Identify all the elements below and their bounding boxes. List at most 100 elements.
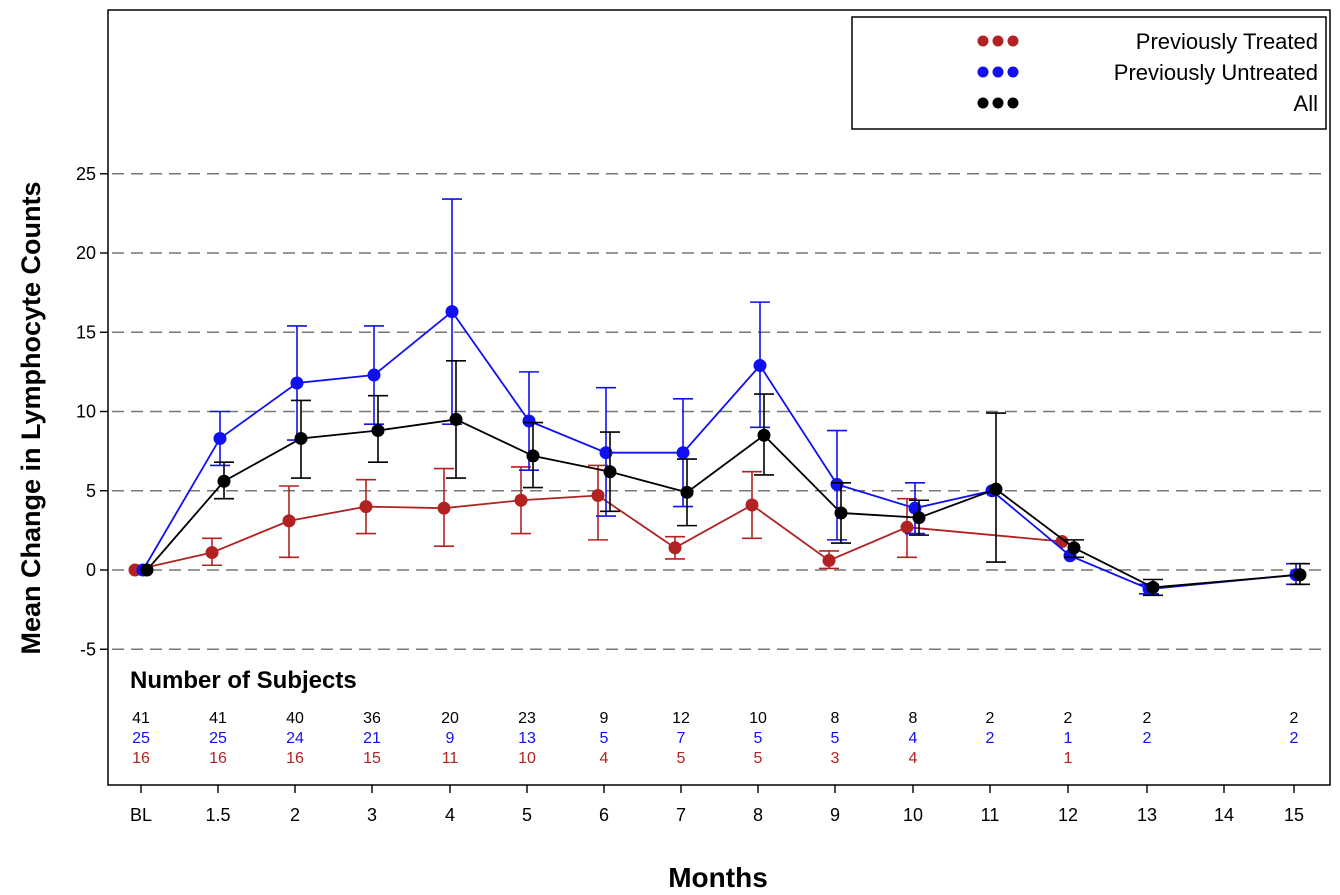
- data-point: [912, 511, 926, 525]
- x-tick-label: BL: [130, 805, 152, 825]
- legend-marker: [1007, 97, 1019, 109]
- data-point: [294, 431, 308, 445]
- y-tick-label: 20: [76, 243, 96, 263]
- subject-count: 2: [1290, 730, 1299, 747]
- x-axis-title: Months: [668, 862, 768, 893]
- legend-marker: [977, 35, 989, 47]
- series-all: [140, 359, 1310, 597]
- data-point: [526, 449, 540, 463]
- subject-count: 16: [286, 750, 304, 767]
- subject-count: 4: [909, 750, 918, 767]
- series-previously-treated: [128, 464, 1069, 577]
- data-point: [359, 500, 373, 514]
- subject-count: 2: [1143, 710, 1152, 727]
- series-previously-untreated: [136, 198, 1306, 596]
- subject-count: 1: [1064, 730, 1073, 747]
- legend: Previously Treated Previously Untreated Al…: [851, 16, 1327, 130]
- legend-marker: [977, 66, 989, 78]
- subject-count: 24: [286, 730, 304, 747]
- x-tick-label: 6: [599, 805, 609, 825]
- data-point: [205, 546, 219, 560]
- subject-count: 3: [831, 750, 840, 767]
- subject-count: 2: [1143, 730, 1152, 747]
- data-point: [1146, 580, 1160, 594]
- data-point: [514, 493, 528, 507]
- subject-count: 36: [363, 710, 381, 727]
- data-point: [834, 506, 848, 520]
- x-axis-ticks: BL 1.5 2 3 4 5 6 7 8 9 10 11 12 13 14 15: [130, 785, 1304, 825]
- subject-count: 4: [909, 730, 918, 747]
- subject-count: 2: [986, 710, 995, 727]
- subject-count: 16: [209, 750, 227, 767]
- x-tick-label: 14: [1214, 805, 1234, 825]
- x-tick-label: 2: [290, 805, 300, 825]
- data-point: [1055, 534, 1069, 548]
- x-tick-label: 12: [1058, 805, 1078, 825]
- y-tick-label: 15: [76, 322, 96, 342]
- gridlines: [112, 172, 1326, 651]
- data-point: [290, 376, 304, 390]
- x-tick-label: 15: [1284, 805, 1304, 825]
- y-tick-label: 10: [76, 402, 96, 422]
- subject-count: 2: [1290, 710, 1299, 727]
- x-tick-label: 11: [981, 805, 1000, 825]
- data-point: [676, 446, 690, 460]
- legend-marker: [992, 97, 1004, 109]
- data-point: [757, 428, 771, 442]
- x-tick-label: 13: [1137, 805, 1157, 825]
- data-point: [371, 424, 385, 438]
- data-point: [591, 489, 605, 503]
- data-point: [822, 553, 836, 567]
- subject-count: 21: [363, 730, 381, 747]
- series-line: [146, 418, 1301, 589]
- series-line: [142, 310, 1297, 590]
- legend-marker: [992, 35, 1004, 47]
- legend-label: Previously Untreated: [1114, 60, 1318, 85]
- subject-count: 41: [209, 710, 227, 727]
- data-point: [900, 520, 914, 534]
- data-point: [282, 514, 296, 528]
- subject-count: 8: [831, 710, 840, 727]
- x-tick-label: 5: [522, 805, 532, 825]
- subjects-title: Number of Subjects: [130, 667, 357, 694]
- data-point: [668, 541, 682, 555]
- subject-count: 5: [677, 750, 686, 767]
- subject-count: 12: [672, 710, 690, 727]
- subject-counts: Number of Subjects 41 41 40 36 20 23 9 12 10 8 8 2 2…: [130, 667, 1299, 767]
- data-point: [680, 485, 694, 499]
- legend-entries: Previously Treated Previously Untreated Al…: [977, 29, 1318, 116]
- subject-count: 10: [749, 710, 767, 727]
- subject-count: 5: [831, 730, 840, 747]
- x-tick-label: 8: [753, 805, 763, 825]
- y-tick-label: 5: [86, 481, 96, 501]
- data-point: [603, 465, 617, 479]
- legend-label: All: [1294, 91, 1318, 116]
- x-tick-label: 7: [676, 805, 686, 825]
- x-tick-label: 1.5: [205, 805, 230, 825]
- legend-marker: [977, 97, 989, 109]
- data-point: [140, 563, 154, 577]
- legend-box: [851, 16, 1327, 130]
- subject-count: 9: [600, 710, 609, 727]
- subject-count: 4: [600, 750, 609, 767]
- subject-count: 1: [1064, 750, 1073, 767]
- data-point: [449, 412, 463, 426]
- y-tick-label: 25: [76, 164, 96, 184]
- series-layer: [128, 198, 1310, 597]
- subject-count: 5: [754, 750, 763, 767]
- subject-count: 2: [1064, 710, 1073, 727]
- subject-count: 20: [441, 710, 459, 727]
- subject-count: 40: [286, 710, 304, 727]
- subject-count: 9: [446, 730, 455, 747]
- subject-count: 8: [909, 710, 918, 727]
- data-point: [217, 474, 231, 488]
- subject-count: 25: [132, 730, 150, 747]
- subject-count: 5: [600, 730, 609, 747]
- data-point: [753, 359, 767, 373]
- subject-count: 15: [363, 750, 381, 767]
- plot-frame: [107, 9, 1331, 786]
- x-tick-label: 10: [903, 805, 923, 825]
- y-tick-label: 0: [86, 560, 96, 580]
- y-tick-label: -5: [80, 639, 96, 659]
